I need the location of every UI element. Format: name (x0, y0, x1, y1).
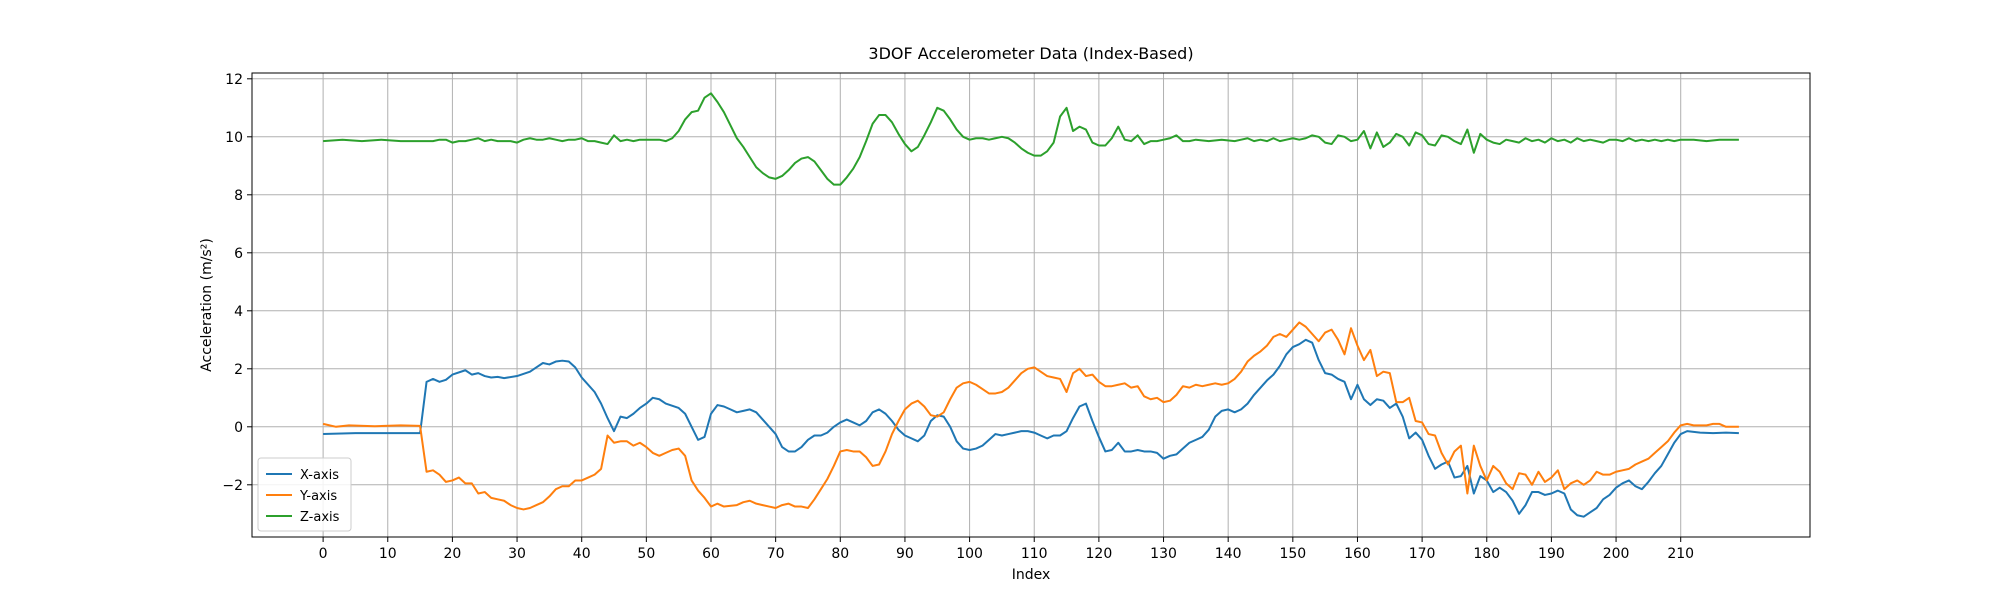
x-tick-label: 140 (1215, 546, 1242, 562)
y-tick-label: 0 (234, 420, 243, 436)
legend-box (257, 457, 352, 532)
y-tick-label: 6 (234, 246, 243, 262)
series-line-2 (322, 321, 1739, 511)
y-tick-label: 10 (225, 130, 243, 146)
x-axis-ticks: 0 10 20 30 40 50 60 70 80 90 100 110 120 130 140 150 160… (319, 537, 1694, 562)
x-tick-label: 170 (1409, 546, 1436, 562)
x-tick-label: 100 (956, 546, 983, 562)
x-tick-label: 150 (1279, 546, 1306, 562)
chart-title: 3DOF Accelerometer Data (Index-Based) (868, 44, 1193, 63)
x-axis-label: Index (1012, 567, 1051, 583)
y-axis-label: Acceleration (m/s²) (199, 238, 215, 372)
x-tick-label: 160 (1344, 546, 1371, 562)
x-tick-label: 10 (379, 546, 397, 562)
y-axis-ticks: −2 0 2 4 6 8 10 12 (222, 72, 252, 494)
legend: X-axis Y-axis Z-axis (257, 457, 352, 532)
x-tick-label: 180 (1473, 546, 1500, 562)
grid (252, 73, 1810, 537)
x-tick-label: 200 (1603, 546, 1630, 562)
plot-lines (322, 92, 1739, 518)
x-tick-label: 210 (1667, 546, 1694, 562)
x-tick-label: 20 (443, 546, 461, 562)
y-tick-label: −2 (222, 478, 243, 494)
x-tick-label: 30 (508, 546, 526, 562)
x-tick-label: 0 (319, 546, 328, 562)
x-tick-label: 120 (1086, 546, 1113, 562)
y-tick-label: 2 (234, 362, 243, 378)
x-tick-label: 50 (637, 546, 655, 562)
legend-label: Z-axis (300, 510, 340, 525)
plot-frame (251, 72, 1811, 538)
series-line-3 (323, 92, 1739, 186)
x-tick-label: 60 (702, 546, 720, 562)
x-tick-label: 130 (1150, 546, 1177, 562)
x-tick-label: 90 (896, 546, 914, 562)
y-tick-label: 12 (225, 72, 243, 88)
x-tick-label: 80 (831, 546, 849, 562)
x-tick-label: 40 (573, 546, 591, 562)
series-line-1 (323, 338, 1739, 518)
x-tick-label: 110 (1021, 546, 1048, 562)
y-tick-label: 8 (234, 188, 243, 204)
x-tick-label: 190 (1538, 546, 1565, 562)
legend-label: Y-axis (299, 489, 337, 504)
legend-label: X-axis (300, 468, 339, 483)
x-tick-label: 70 (767, 546, 785, 562)
y-tick-label: 4 (234, 304, 243, 320)
